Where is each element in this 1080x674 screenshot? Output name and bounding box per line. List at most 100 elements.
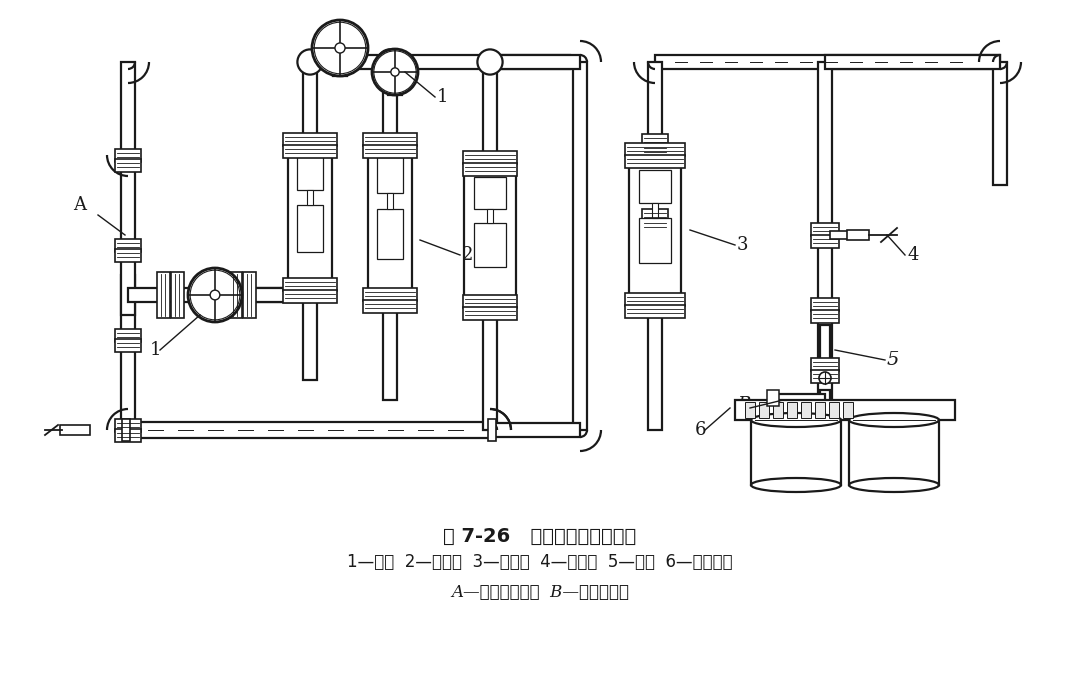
Bar [297,156,323,189]
Bar [283,133,337,146]
Bar [483,62,497,160]
Bar [648,62,662,430]
Bar [573,62,588,430]
Bar [129,288,310,302]
Bar [121,62,135,155]
Bar [625,293,685,305]
Bar [60,425,90,435]
Bar [297,205,323,251]
Bar [114,419,141,431]
Bar [787,402,797,418]
Circle shape [377,49,403,75]
Bar [310,55,570,69]
Bar [114,158,141,171]
Bar [363,299,417,313]
Text: 2: 2 [462,246,473,264]
Bar [121,275,135,435]
Bar [114,429,141,441]
Bar [625,305,685,317]
Text: 4: 4 [907,246,918,264]
Bar [171,272,184,318]
Bar [368,140,411,305]
Bar [283,278,337,290]
Ellipse shape [849,413,939,427]
Circle shape [335,43,345,53]
Bar [815,402,825,418]
Text: 5: 5 [887,351,900,369]
Bar [242,288,310,302]
Bar [829,402,839,418]
Bar [383,295,397,400]
Bar [363,133,417,146]
Bar [114,328,141,342]
Bar [308,189,312,205]
Bar [463,162,517,175]
Text: 图 7-26   典型的双过滤器系统: 图 7-26 典型的双过滤器系统 [444,526,636,545]
Bar [745,402,755,418]
Circle shape [312,20,368,76]
Bar [474,177,505,209]
Bar [122,419,130,441]
Circle shape [477,49,502,75]
Bar [829,231,864,239]
Bar [820,325,831,380]
Text: 1: 1 [150,341,162,359]
Bar [463,150,517,164]
Bar [735,400,955,420]
Bar [767,390,779,406]
Text: 1: 1 [437,88,448,106]
Bar [363,288,417,301]
Bar [283,144,337,158]
Circle shape [372,49,418,95]
Bar [288,140,332,295]
Text: A—来自泵出口处  B—清洁冲洗液: A—来自泵出口处 B—清洁冲洗液 [451,584,629,601]
Bar [818,62,832,460]
Bar [121,160,135,315]
Circle shape [297,49,323,75]
Text: 6: 6 [696,421,706,439]
Bar [625,154,685,168]
Bar [773,402,783,418]
Bar [811,357,839,371]
Bar [114,249,141,262]
Bar [759,402,769,418]
Bar [811,222,839,235]
Bar [333,54,347,76]
Ellipse shape [849,478,939,492]
Bar [474,224,505,267]
Bar [463,307,517,319]
Bar [801,402,811,418]
Bar [114,338,141,352]
Bar [283,290,337,303]
Circle shape [211,290,220,300]
Text: 3: 3 [737,236,748,254]
Circle shape [188,268,242,322]
Bar [303,295,318,380]
Bar [377,210,403,259]
Bar [629,155,681,305]
Bar [642,133,669,146]
Bar [820,390,831,402]
Bar [125,422,490,438]
Bar [843,402,853,418]
Bar [464,163,516,307]
Bar [639,218,671,263]
Ellipse shape [751,413,841,427]
Bar [229,272,242,318]
Bar [642,208,669,222]
Bar [157,272,170,318]
Text: 1—闸阀  2—过滤器  3—流量计  4—针形阀  5—接头  6—节流衬套: 1—闸阀 2—过滤器 3—流量计 4—针形阀 5—接头 6—节流衬套 [347,553,733,571]
Bar [377,156,403,193]
Bar [993,62,1007,185]
Bar [625,142,685,156]
Circle shape [819,372,831,384]
Bar [383,62,397,140]
Bar [388,193,393,210]
Bar [825,55,1000,69]
Bar [811,297,839,311]
Bar [770,394,825,402]
Bar [642,218,669,231]
Bar [487,209,494,224]
Bar [849,420,939,485]
Bar [811,369,839,383]
